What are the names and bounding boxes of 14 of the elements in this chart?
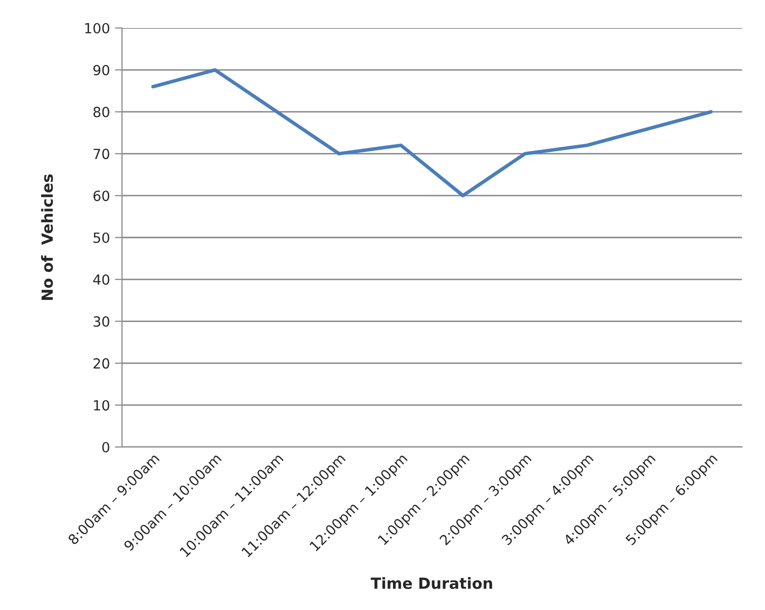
y-tick-label: 60 bbox=[93, 190, 110, 202]
y-axis-title: No of Vehicles bbox=[41, 174, 53, 300]
y-tick-label: 100 bbox=[85, 22, 110, 34]
y-tick-label: 30 bbox=[94, 316, 110, 327]
y-tick-label: 90 bbox=[93, 64, 110, 76]
line-series bbox=[151, 68, 713, 198]
y-tick-label: 0 bbox=[102, 442, 110, 452]
y-tick-label: 20 bbox=[94, 358, 110, 369]
x-axis-title: Time Duration bbox=[370, 577, 492, 589]
y-tick-label: 10 bbox=[94, 400, 110, 411]
y-tick-label: 80 bbox=[93, 106, 110, 118]
y-tick-label: 50 bbox=[94, 232, 110, 243]
y-tick-label: 70 bbox=[94, 148, 110, 160]
y-tick-label: 40 bbox=[93, 274, 110, 285]
